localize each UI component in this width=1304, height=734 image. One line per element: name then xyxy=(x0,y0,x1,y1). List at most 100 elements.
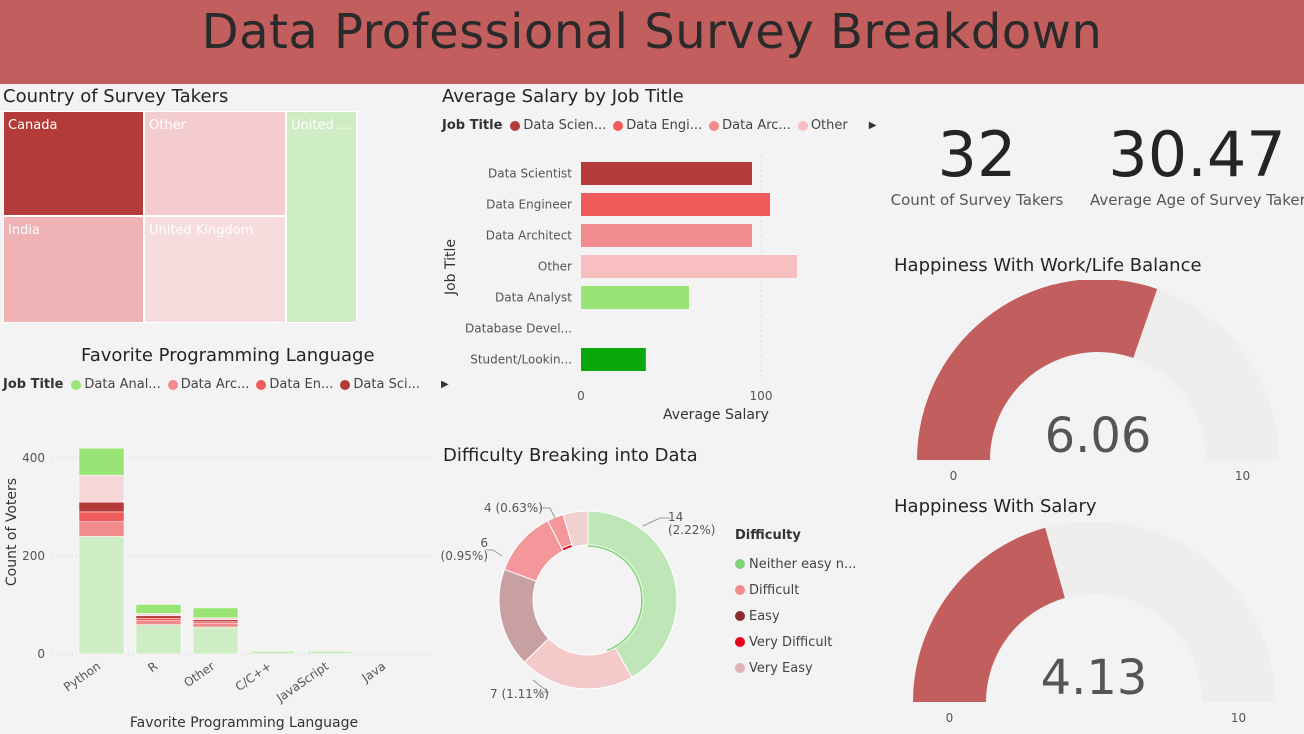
page-title: Data Professional Survey Breakdown xyxy=(201,4,1103,60)
y-axis-title: Job Title xyxy=(443,239,459,296)
treemap-tile-label: Other xyxy=(149,118,186,133)
y-tick-label: 200 xyxy=(22,549,45,563)
salary-bar[interactable] xyxy=(581,162,752,185)
legend-title: Job Title xyxy=(3,377,64,392)
legend-dot xyxy=(71,379,82,390)
stacked-bar-segment[interactable] xyxy=(135,620,182,625)
legend-item[interactable]: Very Easy xyxy=(735,655,856,681)
language-legend: Job Title Data Anal... Data Arc... Data … xyxy=(3,377,449,392)
legend-dot xyxy=(735,663,745,673)
gauge-min-label: 0 xyxy=(950,469,958,483)
legend-item[interactable]: Other xyxy=(797,118,848,133)
legend-item[interactable]: Data Arc... xyxy=(709,118,791,133)
stacked-bar-segment[interactable] xyxy=(78,447,125,476)
legend-item[interactable]: Data Arc... xyxy=(167,377,249,392)
legend-label: Data Arc... xyxy=(722,118,791,133)
legend-item[interactable]: Easy xyxy=(735,603,856,629)
salary-bar[interactable] xyxy=(581,286,689,309)
legend-dot xyxy=(709,120,720,131)
legend-item[interactable]: Difficult xyxy=(735,577,856,603)
donut-leader-line xyxy=(532,679,550,693)
legend-item[interactable]: Data Sci... xyxy=(340,377,420,392)
donut-slice[interactable] xyxy=(587,510,678,679)
treemap-tile-united[interactable]: United ... xyxy=(286,111,357,323)
treemap-tile-canada[interactable]: Canada xyxy=(3,111,144,216)
language-stacked-bar-chart[interactable]: 0 200 400 Python R Other C/C++ JavaScript Java Fa… xyxy=(0,400,432,734)
donut-data-label: 14 xyxy=(668,510,683,524)
legend-title: Difficulty xyxy=(735,528,801,543)
stacked-bar-segment[interactable] xyxy=(135,615,182,619)
stacked-bar-segment[interactable] xyxy=(135,624,182,655)
salary-bar[interactable] xyxy=(581,255,797,278)
legend-label: Very Easy xyxy=(749,660,813,676)
kpi-value: 32 xyxy=(937,118,1017,191)
legend-dot xyxy=(735,611,745,621)
stacked-bar-segment[interactable] xyxy=(135,604,182,614)
y-tick-label: Data Scientist xyxy=(488,167,572,181)
y-tick-label: 400 xyxy=(22,451,45,465)
treemap-tile-other[interactable]: Other xyxy=(144,111,286,216)
stacked-bar-segment[interactable] xyxy=(135,617,182,621)
gauge-max-label: 10 xyxy=(1231,711,1246,725)
legend-dot xyxy=(735,585,745,595)
legend-label: Data Sci... xyxy=(353,377,420,392)
stacked-bar-segment[interactable] xyxy=(192,622,239,628)
stacked-bar-segment[interactable] xyxy=(78,474,125,503)
gauge-max-label: 10 xyxy=(1235,469,1250,483)
salary-bar[interactable] xyxy=(581,193,770,216)
legend-item[interactable]: Very Difficult xyxy=(735,629,856,655)
legend-label: Data Scien... xyxy=(523,118,607,133)
x-tick-label: 0 xyxy=(577,389,585,403)
salary-bar[interactable] xyxy=(581,224,752,247)
stacked-bar-segment[interactable] xyxy=(78,511,125,522)
language-chart-title: Favorite Programming Language xyxy=(81,345,375,366)
gauge-min-label: 0 xyxy=(946,711,954,725)
y-tick-label: Other xyxy=(538,260,572,274)
legend-item[interactable]: Data Scien... xyxy=(510,118,606,133)
stacked-bar-segment[interactable] xyxy=(192,619,239,622)
y-tick-label: Student/Lookin... xyxy=(470,353,572,367)
legend-next-arrow-icon[interactable]: ▶ xyxy=(868,120,877,131)
country-treemap[interactable]: Canada Other United ... India United Kin… xyxy=(3,111,357,323)
stacked-bar-segment[interactable] xyxy=(78,501,125,513)
legend-item[interactable]: Data Anal... xyxy=(71,377,161,392)
work-life-balance-gauge[interactable]: 6.06 0 10 xyxy=(890,280,1304,490)
gauge-fill[interactable] xyxy=(913,527,1065,702)
treemap-tile-india[interactable]: India xyxy=(3,216,144,323)
salary-bar[interactable] xyxy=(581,348,646,371)
legend-item[interactable]: Data Engi... xyxy=(613,118,702,133)
salary-bar-chart[interactable]: Data Scientist Data Engineer Data Architec… xyxy=(438,145,858,430)
legend-dot xyxy=(735,559,745,569)
stacked-bar-segment[interactable] xyxy=(306,650,353,655)
donut-slice[interactable] xyxy=(562,510,589,548)
x-axis-title: Favorite Programming Language xyxy=(130,715,358,731)
stacked-bar-segment[interactable] xyxy=(192,626,239,655)
legend-label: Easy xyxy=(749,608,780,624)
stacked-bar-segment[interactable] xyxy=(78,536,125,655)
donut-inner-ring xyxy=(533,545,643,655)
legend-title: Job Title xyxy=(442,118,503,133)
stacked-bar-segment[interactable] xyxy=(306,649,353,652)
legend-next-arrow-icon[interactable]: ▶ xyxy=(441,379,449,390)
kpi-label: Average Age of Survey Taker xyxy=(1090,191,1304,209)
donut-data-label: 7 (1.11%) xyxy=(490,687,549,701)
treemap-tile-label: United ... xyxy=(291,118,351,133)
difficulty-donut-chart[interactable]: 14(2.22%) 7 (1.11%) 6(0.95%) 4 (0.63%) xyxy=(438,470,728,734)
stacked-bar-segment[interactable] xyxy=(192,617,239,620)
legend-label: Neither easy n... xyxy=(749,556,857,572)
stacked-bar-segment[interactable] xyxy=(249,650,296,655)
x-tick-label: C/C++ xyxy=(233,659,275,694)
legend-item[interactable]: Data En... xyxy=(256,377,333,392)
legend-item[interactable]: Neither easy n... xyxy=(735,551,856,577)
treemap-tile-united-kingdom[interactable]: United Kingdom xyxy=(144,216,286,323)
y-axis-title: Count of Voters xyxy=(4,478,20,586)
treemap-title: Country of Survey Takers xyxy=(3,86,229,107)
legend-label: Data Engi... xyxy=(626,118,703,133)
stacked-bar-segment[interactable] xyxy=(78,521,125,537)
legend-label: Data En... xyxy=(269,377,334,392)
stacked-bar-segment[interactable] xyxy=(135,613,182,617)
stacked-bar-segment[interactable] xyxy=(192,607,239,618)
donut-data-label: 4 (0.63%) xyxy=(484,501,543,515)
gauge-fill[interactable] xyxy=(917,280,1158,460)
salary-happiness-gauge[interactable]: 4.13 0 10 xyxy=(890,522,1304,734)
